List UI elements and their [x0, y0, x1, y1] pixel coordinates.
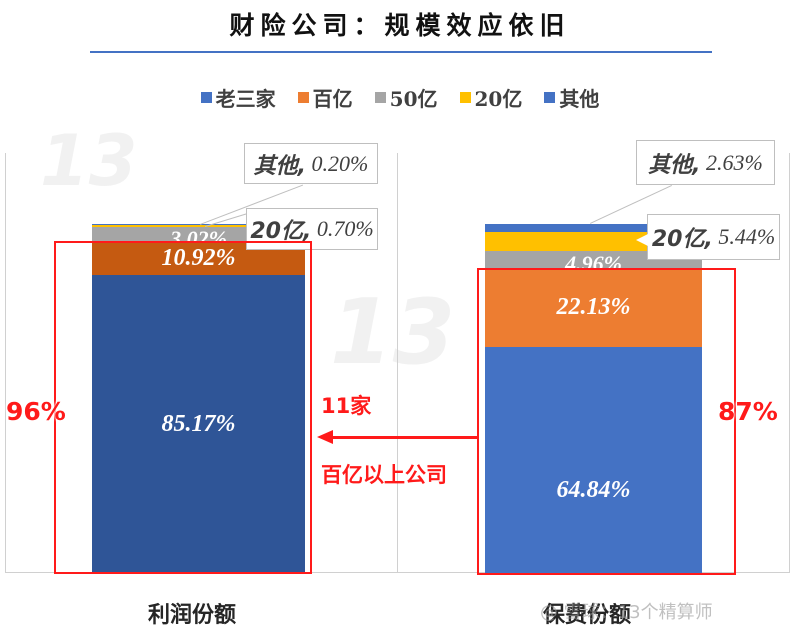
legend-swatch	[459, 92, 471, 103]
segment-value: 85.17%	[161, 410, 236, 437]
callout-right-other: 其他, 2.63%	[636, 140, 775, 185]
segment-100: 22.13%	[485, 268, 702, 347]
callout-right-20: 20亿, 5.44%	[647, 214, 780, 260]
legend: 老三家 百亿 50亿 20亿 其他	[0, 83, 800, 112]
category-divider	[397, 153, 398, 573]
segment-big3: 64.84%	[485, 347, 702, 573]
annotation-desc: 百亿以上公司	[321, 463, 447, 487]
callout-left-other: 其他, 0.20%	[244, 143, 378, 184]
segment-value: 22.13%	[556, 294, 631, 320]
callout-value: 5.44%	[718, 224, 776, 249]
legend-label: 其他	[559, 87, 600, 111]
highlight-box-right	[477, 268, 736, 575]
callout-label: 20亿,	[250, 219, 312, 244]
legend-item-100: 百亿	[297, 83, 353, 112]
callout-left-20: 20亿, 0.70%	[246, 208, 378, 250]
callout-label: 20亿,	[651, 227, 713, 252]
segment-other	[485, 224, 702, 232]
legend-item-big3: 老三家	[200, 83, 276, 112]
callout-value: 0.20%	[311, 150, 369, 176]
segment-value: 64.84%	[556, 476, 631, 503]
legend-item-20: 20亿	[459, 83, 523, 112]
legend-item-other: 其他	[544, 83, 599, 112]
legend-swatch	[297, 92, 309, 103]
segment-big3: 85.17%	[92, 275, 305, 573]
segment-value: 10.92%	[161, 244, 236, 271]
legend-label: 50亿	[389, 87, 438, 111]
chart-title: 财险公司：规模效应依旧	[229, 11, 571, 40]
watermark-credit: @ 雪球：13个精算师	[540, 602, 713, 623]
arrow-line	[330, 436, 477, 439]
category-label-profit: 利润份额	[148, 603, 237, 628]
callout-value: 0.70%	[316, 216, 374, 241]
legend-label: 百亿	[312, 87, 353, 111]
bracket-total-left: 96%	[6, 397, 66, 426]
legend-label: 20亿	[474, 87, 523, 111]
legend-swatch	[544, 92, 556, 103]
callout-value: 2.63%	[706, 149, 763, 175]
bar-profit-share: 3.02% 10.92% 85.17%	[92, 224, 305, 573]
legend-swatch	[200, 92, 212, 103]
highlight-box-left	[54, 241, 312, 574]
bracket-total-right: 87%	[718, 397, 778, 426]
legend-swatch	[374, 92, 386, 103]
arrow-head-icon	[317, 430, 333, 444]
segment-other	[92, 224, 305, 225]
legend-item-50: 50亿	[374, 83, 438, 112]
callout-label: 其他,	[253, 153, 307, 179]
title-underline	[90, 51, 712, 53]
segment-20	[92, 225, 305, 227]
annotation-count: 11家	[321, 394, 372, 418]
category-label-premium: 保费份额	[543, 603, 632, 628]
bar-premium-share: 4.96% 22.13% 64.84%	[485, 224, 702, 573]
callout-pointer	[636, 234, 648, 246]
callout-label: 其他,	[648, 152, 701, 178]
legend-label: 老三家	[215, 87, 276, 111]
